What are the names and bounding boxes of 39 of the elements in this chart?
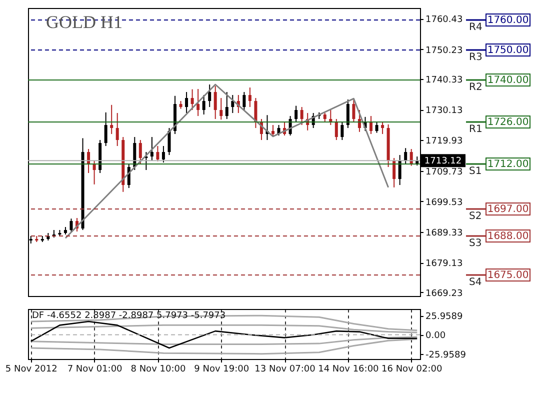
x-tick-label: 7 Nov 01:00 — [67, 364, 123, 374]
ref-line-label: 1697.00 — [487, 204, 529, 215]
ref-line-label: 1688.00 — [487, 231, 529, 242]
ref-line-label: 1713.12 — [424, 156, 462, 167]
x-tick-label: 9 Nov 19:00 — [194, 364, 250, 374]
x-tick-label: 14 Nov 16:00 — [318, 364, 380, 374]
chart-title: DF -4.6552 2.8987 -2.8987 5.7973 -5.7973 — [32, 311, 226, 321]
text: R2 — [469, 82, 482, 93]
text: S2 — [469, 211, 482, 222]
x-tick-label: 8 Nov 10:00 — [130, 364, 186, 374]
ref-line-label: 1726.00 — [487, 117, 529, 128]
y-tick-label: 1750.23 — [426, 46, 463, 56]
ref-line-label: 1760.00 — [487, 15, 529, 26]
y-tick-label: 1689.33 — [426, 228, 463, 239]
text: R3 — [469, 52, 482, 63]
ref-line-label: 1675.00 — [487, 270, 529, 281]
y-tick-label: 1760.43 — [426, 15, 463, 26]
x-tick-label: 5 Nov 2012 — [5, 364, 58, 374]
x-tick-label: 16 Nov 02:00 — [382, 364, 442, 374]
y-tick-label: 1730.13 — [426, 106, 463, 116]
text: S4 — [469, 277, 482, 288]
y-tick-label: 1719.93 — [426, 136, 463, 147]
text: S3 — [469, 238, 482, 249]
text: R1 — [469, 124, 482, 135]
y-tick-label: -25.9589 — [426, 350, 466, 360]
y-tick-label: 1669.23 — [426, 288, 463, 299]
y-tick-label: 1709.73 — [426, 167, 463, 178]
text: S1 — [469, 166, 482, 177]
ref-line-label: 1712.00 — [487, 159, 529, 170]
y-tick-label: 1679.13 — [426, 259, 463, 270]
chart-title: GOLD H1 — [46, 12, 122, 32]
y-tick-label: 0.00 — [426, 331, 446, 342]
ref-line-label: 1750.00 — [487, 45, 529, 56]
y-tick-label: 1740.33 — [426, 76, 463, 86]
ref-line-label: 1740.00 — [487, 75, 529, 86]
text: R4 — [469, 22, 482, 33]
x-tick-label: 13 Nov 07:00 — [254, 364, 316, 374]
y-tick-label: 1699.53 — [426, 198, 463, 208]
y-tick-label: 25.9589 — [426, 312, 463, 322]
